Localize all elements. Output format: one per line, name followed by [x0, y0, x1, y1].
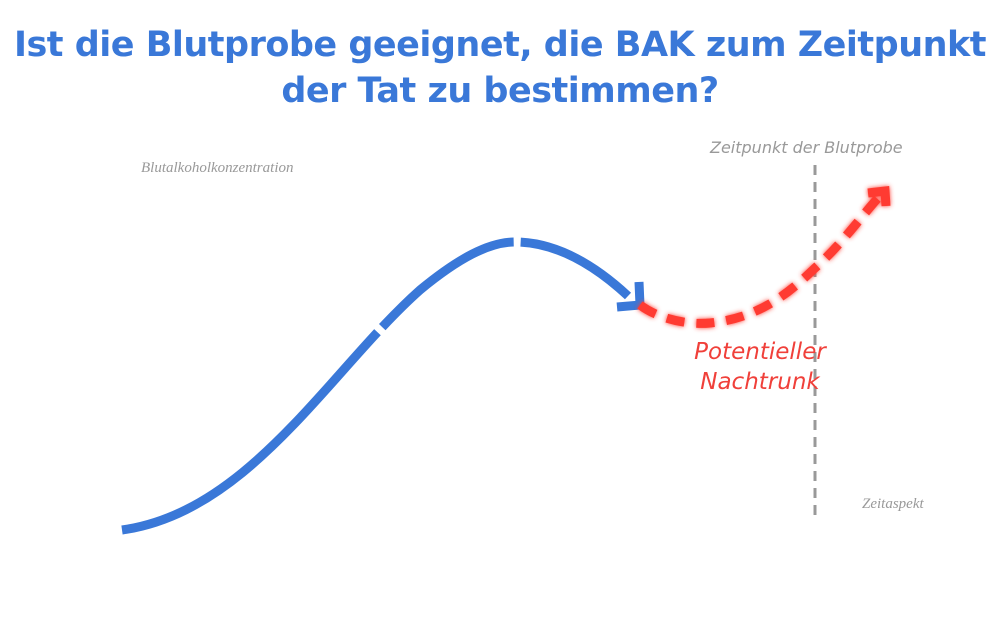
nachtrunk-label-line2: Nachtrunk — [700, 369, 820, 395]
nachtrunk-arrowhead — [867, 185, 891, 207]
bak-curve — [121, 237, 632, 535]
y-axis-label: Blutalkoholkonzentration — [141, 160, 294, 176]
page-title: Ist die Blutprobe geeignet, die BAK zum … — [13, 25, 987, 111]
nachtrunk-curve — [637, 194, 882, 328]
x-axis-label: Zeitaspekt — [862, 496, 924, 512]
blood-sample-label: Zeitpunkt der Blutprobe — [710, 138, 903, 157]
nachtrunk-label: Potentieller Nachtrunk — [670, 337, 850, 397]
nachtrunk-label-line1: Potentieller — [694, 339, 826, 365]
